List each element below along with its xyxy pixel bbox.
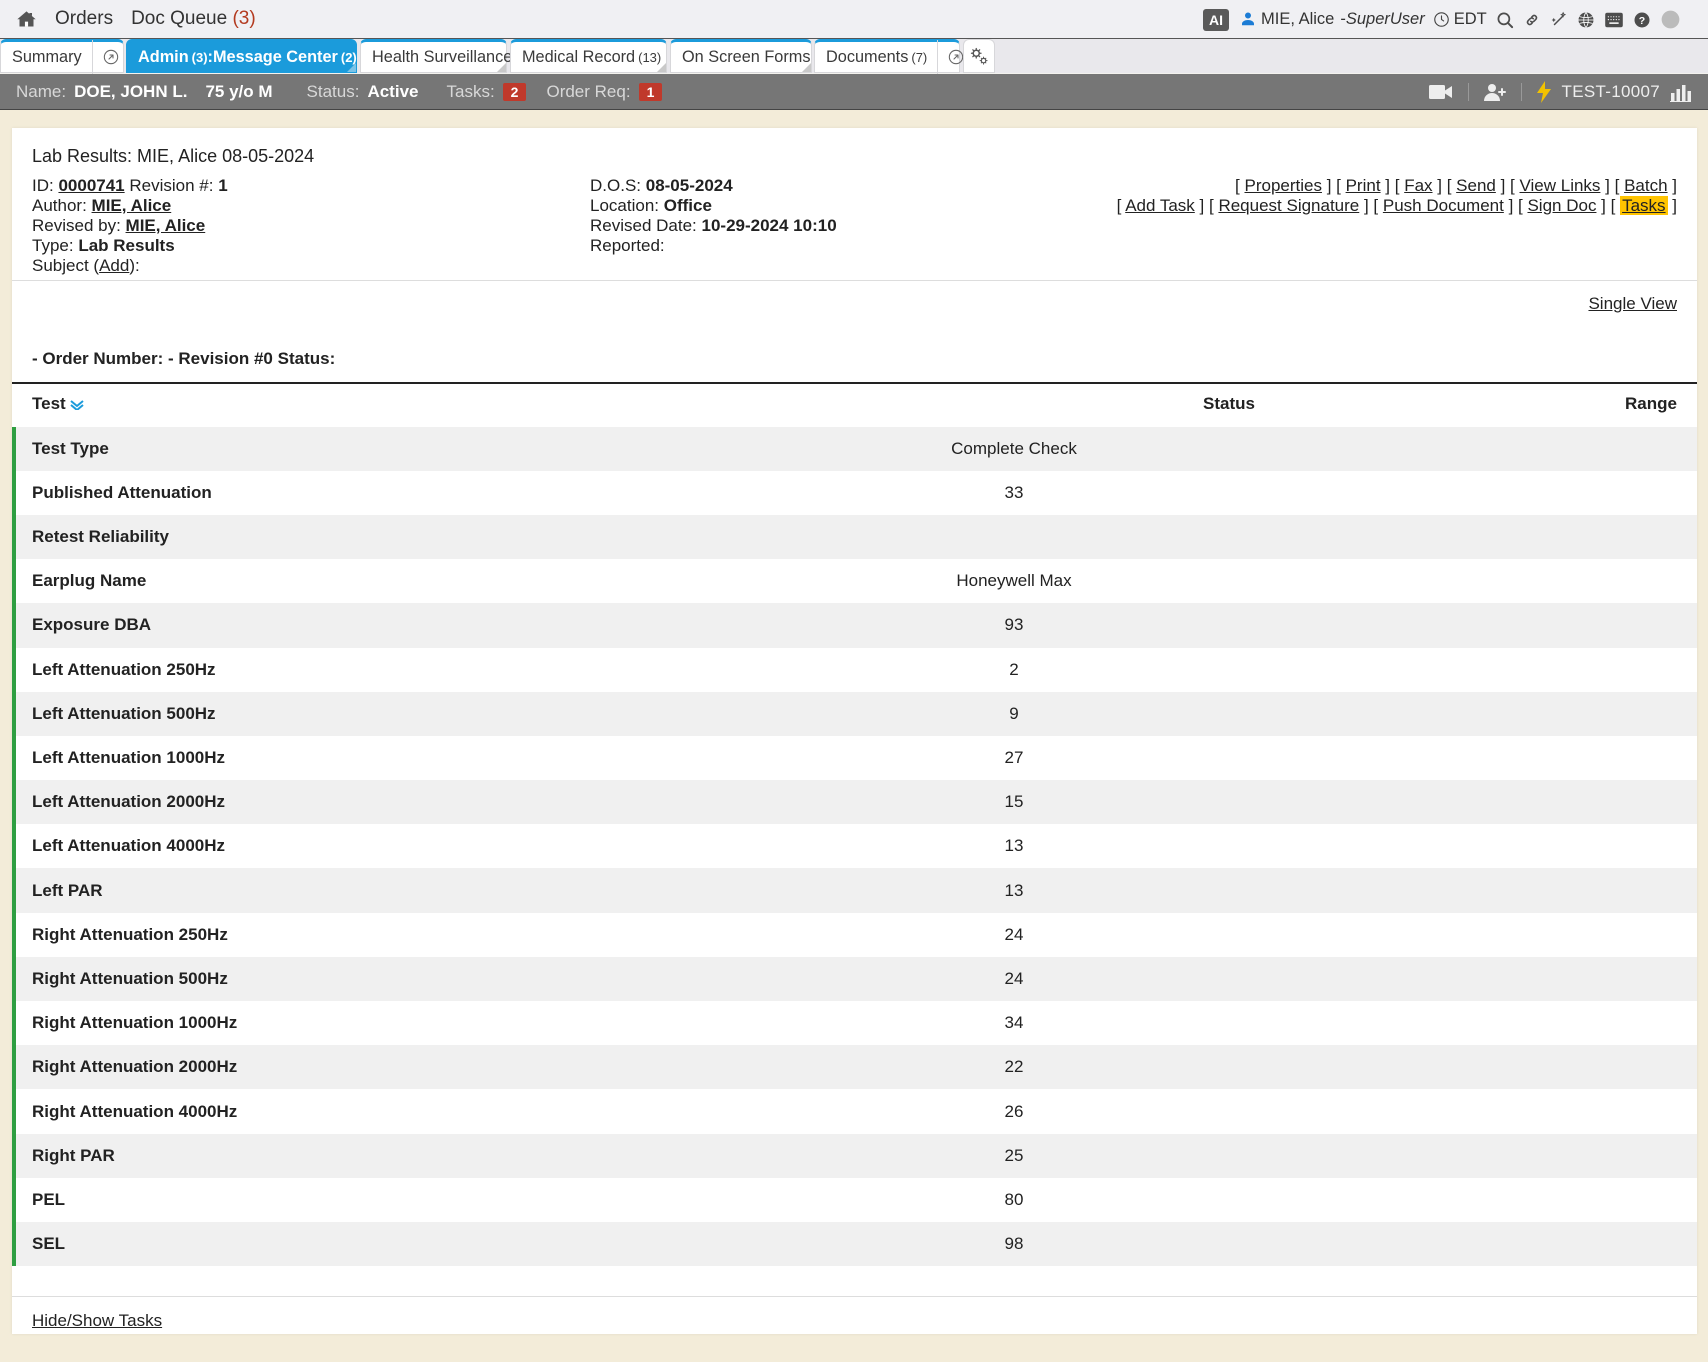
- svg-text:?: ?: [1639, 14, 1645, 26]
